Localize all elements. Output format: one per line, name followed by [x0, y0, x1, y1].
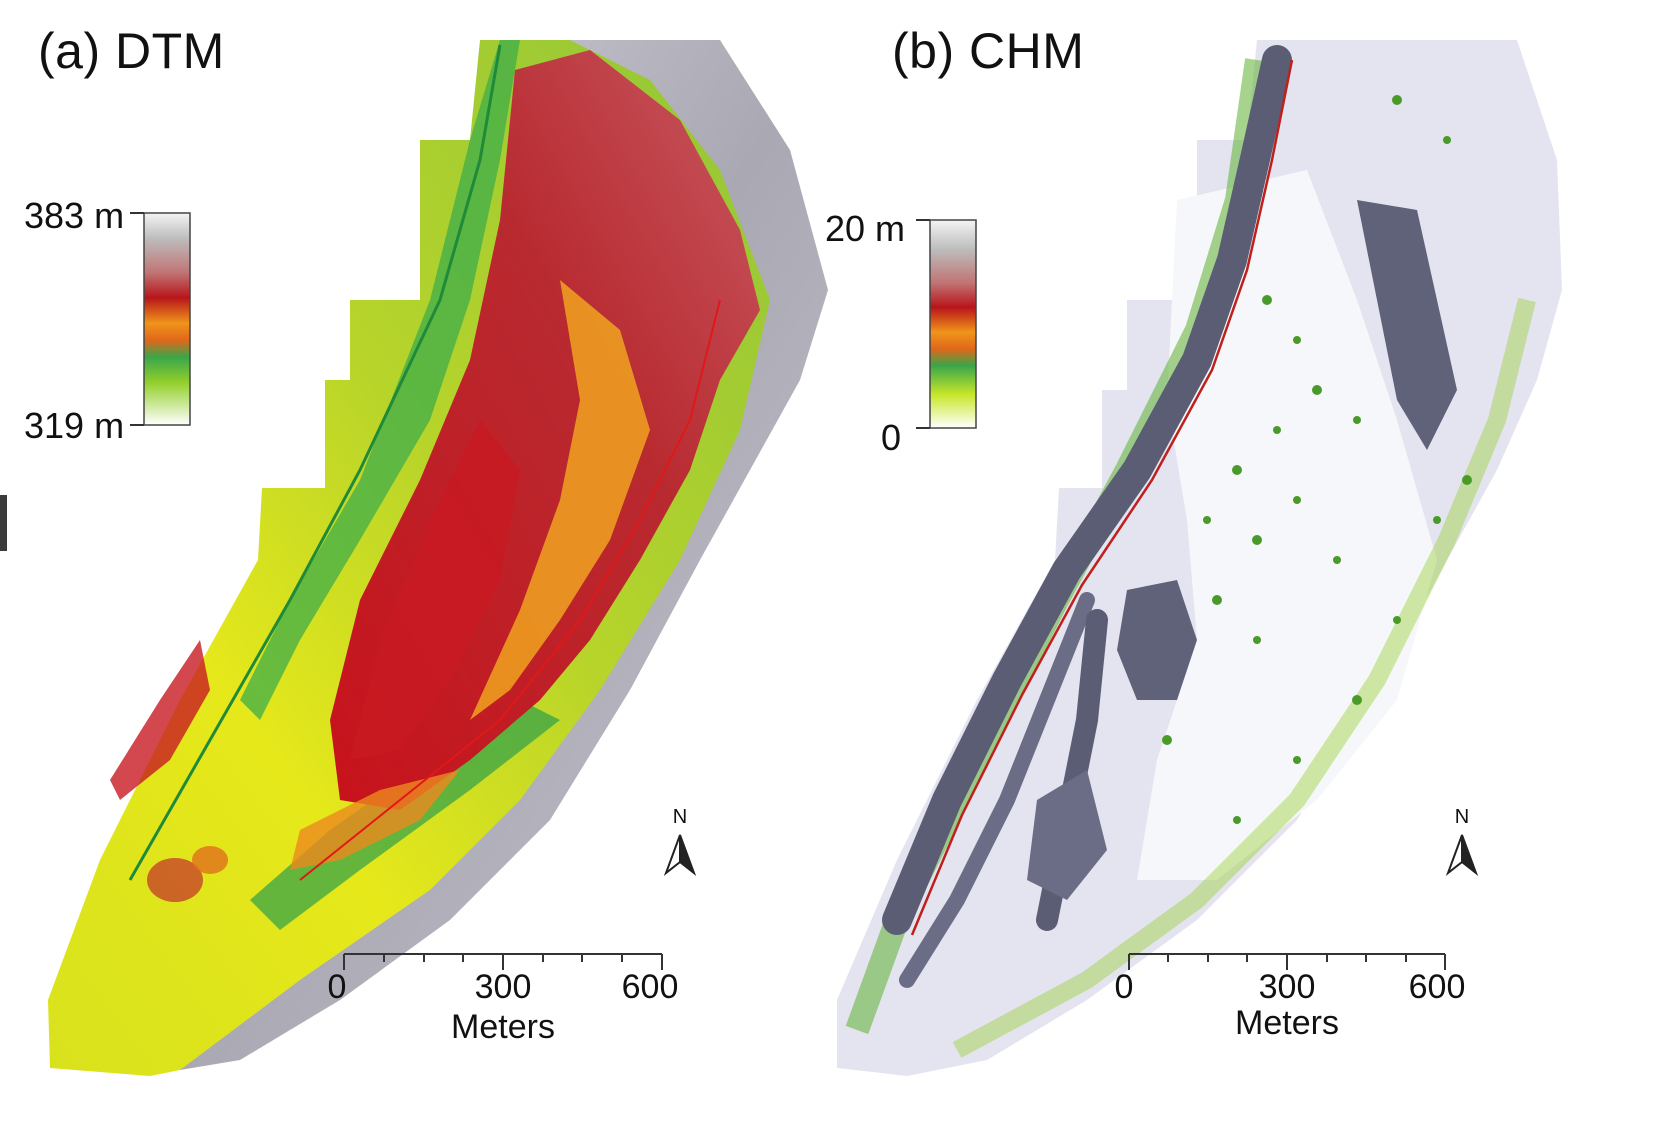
chm-scale-bar: [1128, 953, 1446, 970]
chm-panel: (b) CHM: [825, 0, 1674, 1123]
chm-canopy-belt: [899, 592, 1095, 988]
dtm-color-ramp: [143, 212, 191, 426]
dtm-hillshade-upland: [180, 40, 828, 1070]
chm-canopy-patch: [1027, 770, 1107, 900]
dtm-riverbank-line: [299, 299, 721, 881]
chm-canopy-belt: [910, 59, 1294, 936]
chm-scale-tick: 600: [1408, 968, 1466, 1006]
dtm-channel-feature: [110, 640, 210, 800]
dtm-scale-tick: 600: [621, 968, 679, 1006]
chm-color-ramp: [929, 219, 977, 429]
dtm-green-strip: [240, 40, 520, 720]
north-arrow-icon: [1445, 834, 1479, 876]
dtm-legend-min: 319 m: [24, 405, 125, 446]
chm-scale-tick: 0: [1114, 968, 1134, 1006]
dtm-scale-unit: Meters: [451, 1008, 555, 1046]
dtm-hill-patch: [192, 846, 228, 874]
dtm-scale-tick: 0: [327, 968, 347, 1006]
north-arrow-icon: [663, 834, 697, 876]
dtm-mid-slope: [470, 280, 650, 720]
chm-scale-unit: Meters: [1235, 1004, 1339, 1042]
chm-legend-max: 20 m: [825, 208, 906, 249]
dtm-north-label: N: [672, 806, 688, 828]
panel-title-chm: (b) CHM: [892, 23, 1085, 79]
chm-canopy-patch: [1357, 200, 1457, 450]
dtm-legend-max: 383 m: [24, 195, 125, 236]
chm-scattered-trees: [1162, 95, 1472, 824]
panel-title-dtm: (a) DTM: [38, 23, 225, 79]
dtm-panel: (a) DTM: [24, 23, 828, 1076]
chm-canopy-patch: [1117, 580, 1197, 700]
chm-legend-min: 0: [881, 417, 902, 458]
chm-north-label: N: [1454, 806, 1470, 828]
edge-marker: [0, 495, 7, 551]
dtm-scale-bar: [343, 953, 663, 970]
chm-map: [837, 40, 1562, 1076]
dtm-riverbank-line: [128, 44, 502, 881]
chm-scale-tick: 300: [1258, 968, 1316, 1006]
dtm-high-terrain: [350, 420, 520, 760]
chm-vegetation-band: [952, 297, 1536, 1058]
dtm-hill-patch: [147, 858, 203, 902]
dtm-map: [48, 40, 828, 1076]
dtm-scale-tick: 300: [474, 968, 532, 1006]
chm-canopy-belt: [882, 45, 1292, 935]
